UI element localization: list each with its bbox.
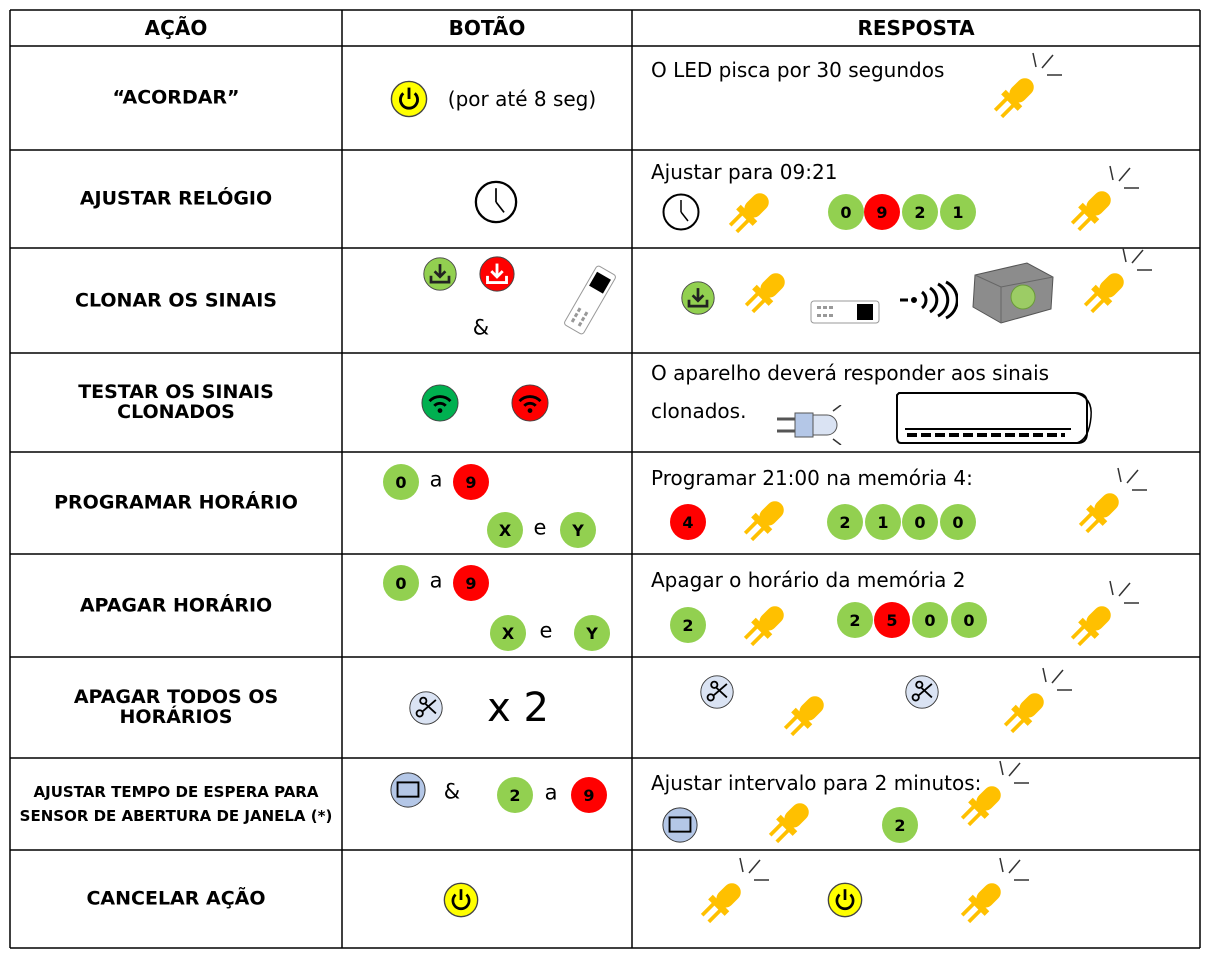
light-rays xyxy=(999,760,1030,784)
digit-badge: 2 xyxy=(902,194,938,230)
action-label: CLONAR OS SINAIS xyxy=(75,289,277,312)
digit-badge: 1 xyxy=(865,504,901,540)
digit-badge: 4 xyxy=(670,504,706,540)
response-text: Ajustar intervalo para 2 minutos: xyxy=(651,771,982,795)
clone-button xyxy=(478,255,516,293)
clock-button xyxy=(474,180,518,224)
digit-badge: 2 xyxy=(670,607,706,643)
action-label: “ACORDAR” xyxy=(112,86,240,109)
light-rays xyxy=(739,857,770,881)
test-button xyxy=(511,384,549,422)
button-text: & xyxy=(443,779,461,804)
digit-badge: 0 xyxy=(940,504,976,540)
action-label: CANCELAR AÇÃO xyxy=(86,887,266,910)
led-icon xyxy=(738,494,791,547)
digit-badge: 0 xyxy=(951,602,987,638)
digit-badge: Y xyxy=(560,512,596,548)
signal-waves xyxy=(898,280,958,320)
light-rays xyxy=(1042,667,1073,691)
remote-control xyxy=(562,264,618,336)
digit-badge: 1 xyxy=(940,194,976,230)
power-button xyxy=(390,80,428,118)
button-text: a xyxy=(429,467,443,492)
digit-badge: 9 xyxy=(453,565,489,601)
light-rays xyxy=(1109,165,1140,189)
led-icon xyxy=(739,266,792,319)
led-icon xyxy=(1065,599,1118,652)
light-rays xyxy=(1117,467,1148,491)
led-icon xyxy=(1073,486,1126,539)
digit-badge: X xyxy=(487,512,523,548)
column-header: AÇÃO xyxy=(144,16,208,40)
button-text: x 2 xyxy=(487,685,549,731)
button-note: (por até 8 seg) xyxy=(447,87,597,111)
clone-button xyxy=(422,256,458,292)
button-text: a xyxy=(544,780,558,805)
window-button xyxy=(661,806,699,844)
button-text: & xyxy=(472,315,490,340)
digit-badge: 9 xyxy=(453,464,489,500)
led-icon xyxy=(998,686,1051,739)
led-icon xyxy=(1065,184,1118,237)
sensor-device xyxy=(972,262,1054,324)
power-button xyxy=(443,882,479,918)
digit-badge: 2 xyxy=(882,807,918,843)
digit-badge: 9 xyxy=(864,194,900,230)
digit-badge: 0 xyxy=(902,504,938,540)
column-header: RESPOSTA xyxy=(857,16,975,40)
action-label: AJUSTAR TEMPO DE ESPERA PARA SENSOR DE A… xyxy=(19,783,333,825)
remote-control xyxy=(810,300,880,324)
action-label: APAGAR TODOS OS HORÁRIOS xyxy=(73,685,279,729)
erase-button xyxy=(904,674,940,710)
digit-badge: 0 xyxy=(383,464,419,500)
digit-badge: 9 xyxy=(571,777,607,813)
led-icon xyxy=(955,876,1008,929)
digit-badge: Y xyxy=(574,615,610,651)
led-icon xyxy=(738,599,791,652)
clone-button xyxy=(680,280,716,316)
window-button xyxy=(389,771,427,809)
light-rays xyxy=(1109,580,1140,604)
erase-button xyxy=(408,690,444,726)
button-text: e xyxy=(533,515,547,540)
action-label: AJUSTAR RELÓGIO xyxy=(79,187,273,210)
led-icon xyxy=(695,876,748,929)
action-label: APAGAR HORÁRIO xyxy=(79,594,273,617)
response-text: Apagar o horário da memória 2 xyxy=(651,568,966,592)
digit-badge: 2 xyxy=(837,602,873,638)
erase-button xyxy=(699,674,735,710)
led-icon xyxy=(723,186,776,239)
led-icon xyxy=(988,71,1041,124)
light-rays xyxy=(999,857,1030,881)
response-text: O aparelho deverá responder aos sinais c… xyxy=(651,361,1050,423)
digit-badge: X xyxy=(490,615,526,651)
column-header: BOTÃO xyxy=(448,16,526,40)
digit-badge: 0 xyxy=(383,565,419,601)
digit-badge: 2 xyxy=(497,777,533,813)
response-text: O LED pisca por 30 segundos xyxy=(651,58,945,82)
response-text: Ajustar para 09:21 xyxy=(651,160,838,184)
test-button xyxy=(421,384,459,422)
response-text: Programar 21:00 na memória 4: xyxy=(651,466,973,490)
led-icon xyxy=(763,796,816,849)
clock-button xyxy=(662,193,700,231)
button-text: e xyxy=(539,618,553,643)
light-rays xyxy=(1032,52,1063,76)
digit-badge: 2 xyxy=(827,504,863,540)
action-label: TESTAR OS SINAIS CLONADOS xyxy=(78,380,274,424)
action-label: PROGRAMAR HORÁRIO xyxy=(54,491,298,514)
button-text: a xyxy=(429,568,443,593)
light-rays xyxy=(1122,247,1153,271)
digit-badge: 0 xyxy=(828,194,864,230)
led-icon xyxy=(1078,266,1131,319)
digit-badge: 0 xyxy=(912,602,948,638)
digit-badge: 5 xyxy=(874,602,910,638)
power-button xyxy=(827,882,863,918)
led-icon xyxy=(778,689,831,742)
